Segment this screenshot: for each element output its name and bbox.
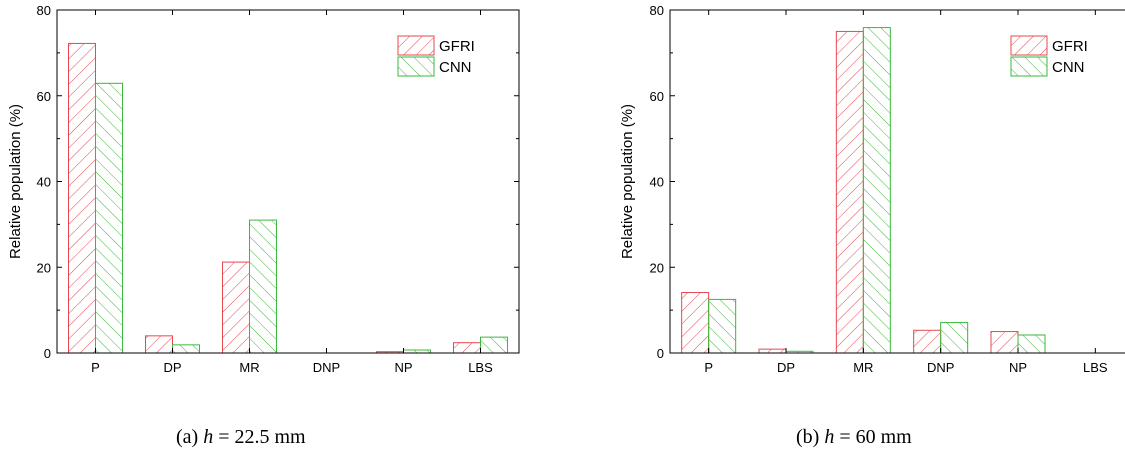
y-tick-label: 60 bbox=[650, 89, 664, 104]
caption-a-prefix: (a) bbox=[176, 426, 199, 448]
caption-b-value: = 60 mm bbox=[839, 426, 912, 448]
bar-cnn-lbs bbox=[480, 336, 508, 354]
legend-label-gfri: GFRI bbox=[439, 38, 475, 55]
y-tick-label: 0 bbox=[44, 346, 51, 361]
legend-swatch-gfri bbox=[1010, 35, 1048, 56]
y-tick-label: 60 bbox=[37, 89, 51, 104]
bar-gfri-dp bbox=[758, 348, 787, 354]
caption-a: (a) h = 22.5 mm bbox=[176, 426, 306, 449]
x-tick-label: LBS bbox=[1083, 360, 1108, 375]
caption-b-prefix: (b) bbox=[796, 426, 820, 448]
bar-cnn-dp bbox=[172, 344, 200, 354]
x-tick-label: P bbox=[91, 360, 100, 375]
x-tick-label: P bbox=[704, 360, 713, 375]
bar-cnn-np bbox=[1017, 334, 1046, 354]
x-tick-label: NP bbox=[394, 360, 412, 375]
legend-swatch-cnn bbox=[1010, 56, 1048, 77]
bar-cnn-dnp bbox=[940, 322, 969, 354]
y-tick-label: 80 bbox=[650, 3, 664, 18]
x-tick-label: MR bbox=[853, 360, 873, 375]
y-tick-label: 20 bbox=[650, 260, 664, 275]
bar-gfri-mr bbox=[222, 261, 250, 354]
bar-gfri-dp bbox=[145, 335, 173, 354]
bar-gfri-p bbox=[68, 42, 96, 354]
y-tick-label: 0 bbox=[657, 346, 664, 361]
bar-cnn-mr bbox=[249, 219, 277, 354]
caption-a-value: = 22.5 mm bbox=[218, 426, 306, 448]
y-axis-label: Relative population (%) bbox=[7, 104, 24, 259]
y-tick-label: 20 bbox=[37, 260, 51, 275]
x-tick-label: DP bbox=[163, 360, 181, 375]
bar-gfri-dnp bbox=[913, 329, 942, 354]
legend-label-gfri: GFRI bbox=[1052, 38, 1088, 55]
bar-gfri-np bbox=[990, 331, 1019, 354]
bar-gfri-p bbox=[681, 292, 710, 354]
legend-swatch-gfri bbox=[397, 35, 435, 56]
bar-cnn-p bbox=[95, 82, 123, 354]
bar-cnn-p bbox=[708, 298, 737, 354]
y-tick-label: 40 bbox=[37, 175, 51, 190]
chart-panel-b: 0 20 40 60 80 P DP MR DNP NP LBS Relative populatio… bbox=[619, 3, 1125, 375]
caption-b: (b) h = 60 mm bbox=[796, 426, 912, 449]
x-tick-label: DP bbox=[777, 360, 795, 375]
y-axis-label: Relative population (%) bbox=[619, 104, 636, 259]
bar-gfri-lbs bbox=[453, 342, 481, 354]
legend-swatch-cnn bbox=[397, 56, 435, 77]
y-tick-label: 80 bbox=[37, 3, 51, 18]
x-tick-label: NP bbox=[1009, 360, 1027, 375]
legend-label-cnn: CNN bbox=[1052, 59, 1085, 76]
x-tick-label: LBS bbox=[468, 360, 493, 375]
caption-b-variable: h bbox=[824, 426, 835, 448]
x-tick-label: DNP bbox=[927, 360, 954, 375]
chart-panel-a: 0 20 40 60 80 P DP MR DNP NP LBS Relative populatio… bbox=[7, 3, 520, 375]
x-tick-label: MR bbox=[239, 360, 259, 375]
bar-gfri-mr bbox=[835, 30, 864, 354]
y-tick-label: 40 bbox=[650, 175, 664, 190]
bar-cnn-mr bbox=[862, 27, 891, 354]
legend-label-cnn: CNN bbox=[439, 59, 472, 76]
x-tick-label: DNP bbox=[313, 360, 340, 375]
caption-a-variable: h bbox=[203, 426, 214, 448]
